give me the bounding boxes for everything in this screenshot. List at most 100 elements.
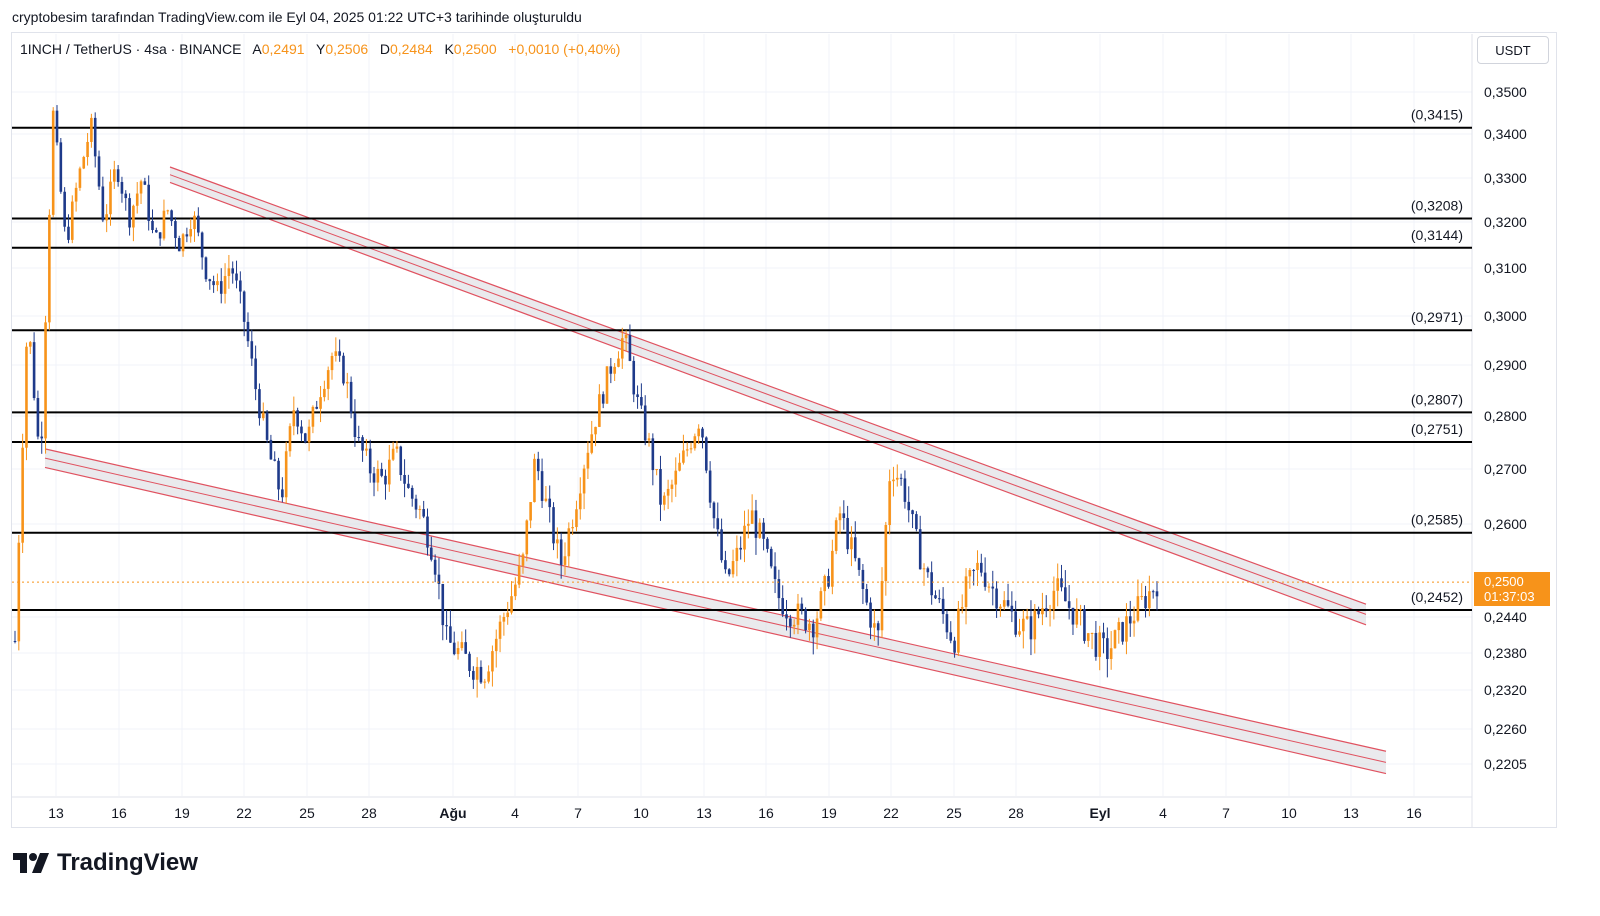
current-price-value: 0,2500 xyxy=(1484,574,1524,590)
candle-up xyxy=(475,666,479,680)
candle-down xyxy=(949,632,953,641)
candle-up xyxy=(78,168,82,188)
tradingview-logo[interactable]: TradingView xyxy=(13,849,198,877)
candle-down xyxy=(785,614,788,619)
candle-down xyxy=(1060,578,1063,588)
level-label: (0,2585) xyxy=(1411,512,1463,528)
candle-up xyxy=(922,568,926,570)
candle-down xyxy=(930,572,933,596)
candle-up xyxy=(135,193,139,206)
x-tick-label: 13 xyxy=(696,805,712,821)
candle-down xyxy=(712,502,716,519)
candle-up xyxy=(166,210,170,212)
candle-down xyxy=(609,366,613,374)
candle-up xyxy=(960,607,964,609)
candle-up xyxy=(575,509,578,528)
candle-down xyxy=(265,412,269,440)
y-tick-label: 0,3300 xyxy=(1484,170,1527,186)
candle-down xyxy=(762,522,765,539)
brand-name: TradingView xyxy=(57,849,198,876)
candle-down xyxy=(983,572,987,587)
candle-up xyxy=(689,448,693,450)
candle-down xyxy=(536,458,540,472)
level-label: (0,2452) xyxy=(1411,589,1463,605)
candle-down xyxy=(452,642,456,655)
candle-up xyxy=(181,234,185,252)
candle-down xyxy=(636,394,639,398)
candle-up xyxy=(873,623,876,628)
x-tick-label: 19 xyxy=(174,805,190,821)
currency-unit-button[interactable]: USDT xyxy=(1477,36,1549,64)
candle-up xyxy=(288,426,292,452)
candle-down xyxy=(1094,633,1098,657)
candle-up xyxy=(1132,620,1136,624)
candle-up xyxy=(502,617,506,622)
upper-channel-edge-bottom xyxy=(169,181,1367,626)
symbol-label[interactable]: 1INCH / TetherUS · 4sa · BINANCE xyxy=(20,41,242,57)
candle-down xyxy=(277,460,280,490)
candle-up xyxy=(666,488,670,496)
candle-down xyxy=(941,598,945,615)
candle-down xyxy=(876,623,880,631)
candle-down xyxy=(445,625,448,627)
candle-down xyxy=(1037,610,1040,615)
x-tick-label: 13 xyxy=(1343,805,1359,821)
candle-up xyxy=(44,322,47,439)
candle-up xyxy=(284,451,288,498)
candle-down xyxy=(147,184,150,221)
candle-up xyxy=(86,141,89,158)
candle-down xyxy=(239,280,242,292)
candle-down xyxy=(980,562,983,573)
candle-down xyxy=(972,570,975,572)
y-tick-label: 0,3400 xyxy=(1484,126,1527,142)
level-label: (0,2807) xyxy=(1411,391,1463,407)
candle-down xyxy=(143,181,147,185)
candle-up xyxy=(1079,608,1082,610)
x-tick-label: Eyl xyxy=(1089,805,1110,821)
candle-up xyxy=(697,428,700,437)
candle-down xyxy=(235,273,238,281)
candle-down xyxy=(349,381,353,414)
candle-up xyxy=(1125,616,1128,642)
candle-down xyxy=(353,413,357,438)
candle-up xyxy=(82,157,86,169)
candle-up xyxy=(533,458,536,503)
chart-area[interactable] xyxy=(11,32,1557,828)
candle-down xyxy=(410,487,414,499)
candle-up xyxy=(613,366,616,374)
candle-up xyxy=(674,470,678,485)
y-tick-label: 0,2800 xyxy=(1484,408,1527,424)
candle-down xyxy=(185,234,189,237)
x-tick-label: 7 xyxy=(574,805,582,821)
candle-down xyxy=(430,547,433,560)
candle-down xyxy=(1006,600,1010,606)
candle-up xyxy=(624,334,628,339)
candle-down xyxy=(242,291,246,322)
level-label: (0,3415) xyxy=(1411,107,1463,123)
candle-down xyxy=(640,397,643,406)
candle-down xyxy=(701,428,704,438)
candle-down xyxy=(628,334,632,361)
candle-up xyxy=(132,205,135,228)
candle-down xyxy=(93,117,97,157)
y-tick-label: 0,3000 xyxy=(1484,308,1527,324)
candle-up xyxy=(815,618,819,638)
candle-down xyxy=(441,583,445,626)
candle-up xyxy=(395,446,399,449)
y-tick-label: 0,2440 xyxy=(1484,609,1527,625)
candle-up xyxy=(1056,578,1059,591)
candle-down xyxy=(300,426,303,434)
candle-up xyxy=(17,542,21,642)
candle-up xyxy=(1041,608,1044,615)
candle-up xyxy=(307,426,311,443)
candle-up xyxy=(880,581,884,631)
candle-down xyxy=(540,471,544,501)
candle-down xyxy=(853,537,857,559)
x-tick-label: 13 xyxy=(48,805,64,821)
candle-down xyxy=(407,483,410,488)
candle-up xyxy=(1109,648,1113,660)
candle-up xyxy=(1098,632,1102,657)
candle-down xyxy=(212,281,215,286)
candle-up xyxy=(456,648,460,655)
